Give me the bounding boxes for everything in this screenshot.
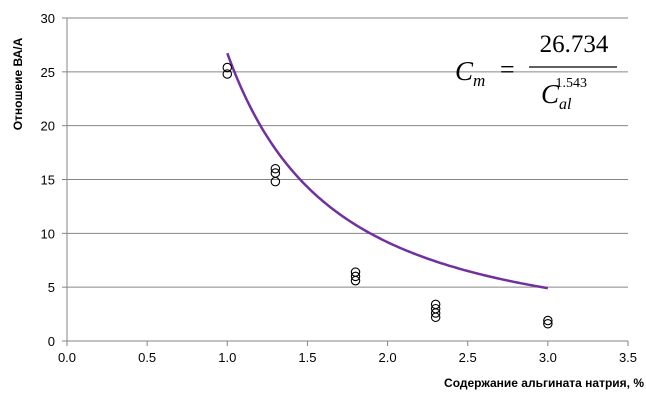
trendline bbox=[226, 52, 549, 290]
equation-numerator: 26.734 bbox=[540, 31, 609, 58]
data-points bbox=[222, 62, 553, 329]
data-point bbox=[270, 163, 281, 174]
x-axis-title: Содержание альгината натрия, % bbox=[444, 376, 644, 390]
x-tick-label: 2.0 bbox=[379, 350, 397, 365]
y-tick-label: 15 bbox=[41, 173, 55, 188]
x-tick-label: 3.0 bbox=[539, 350, 557, 365]
y-tick-label: 20 bbox=[41, 119, 55, 134]
y-tick-label: 10 bbox=[41, 226, 55, 241]
x-tick-labels: 0.0 0.5 1.0 1.5 2.0 2.5 3.0 3.5 bbox=[58, 341, 637, 365]
equation-lhs: Cm bbox=[455, 56, 485, 90]
y-tick-label: 0 bbox=[48, 334, 55, 349]
data-point bbox=[222, 69, 233, 79]
equation-equals: = bbox=[500, 55, 515, 84]
data-point bbox=[350, 275, 361, 286]
data-point bbox=[222, 62, 233, 73]
data-point bbox=[350, 271, 361, 282]
y-axis-title: Отношеие ВА/А bbox=[11, 37, 25, 130]
x-tick-label: 3.5 bbox=[619, 350, 637, 365]
y-tick-label: 5 bbox=[48, 280, 55, 295]
x-tick-label: 0.5 bbox=[138, 350, 156, 365]
grid-lines bbox=[67, 17, 628, 288]
x-tick-label: 0.0 bbox=[58, 350, 76, 365]
y-tick-label: 30 bbox=[41, 11, 55, 26]
data-point bbox=[270, 176, 281, 187]
y-tick-label: 25 bbox=[41, 65, 55, 80]
x-tick-label: 1.0 bbox=[218, 350, 236, 365]
data-point bbox=[430, 308, 441, 318]
x-tick-label: 2.5 bbox=[459, 350, 477, 365]
equation-annotation: Cm = 26.734 Cal1.543 bbox=[455, 31, 617, 113]
y-tick-labels: 0 5 10 15 20 25 30 bbox=[41, 11, 67, 349]
data-point bbox=[543, 319, 553, 329]
x-tick-label: 1.5 bbox=[298, 350, 316, 365]
data-point bbox=[430, 312, 441, 323]
equation-denominator: Cal1.543 bbox=[541, 76, 587, 113]
data-point bbox=[543, 315, 553, 326]
